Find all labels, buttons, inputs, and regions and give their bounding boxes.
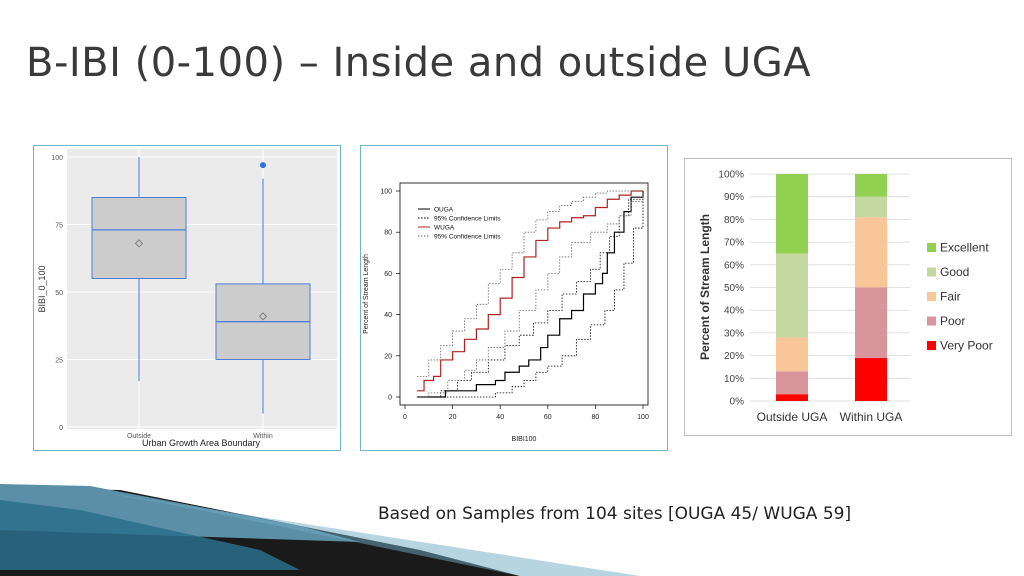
boxplot-panel: 0 25 50 75 100 Outside Within BIBI_0_100 Urban… [33,145,341,451]
boxplot-y-tick-label: 50 [55,290,63,297]
cdf-series-line [416,191,644,398]
cdf-legend-label: WUGA [434,225,455,232]
bar-y-tick-label: 90% [724,192,744,203]
bar-y-tick-label: 50% [724,283,744,294]
stacked-bar-chart: 0% 10% 20% 30% 40% 50% 60% 70% 80% 90% 100% Outsid… [684,158,1012,436]
bar-y-tick-label: 0% [730,397,745,408]
bar-y-axis-label: Percent of Stream Length [698,214,712,360]
bar-y-tick-label: 80% [724,215,744,226]
cdf-legend-label: OUGA [434,207,454,214]
bar-legend-swatch [927,292,936,301]
cdf-y-axis-label: Percent of Stream Length [363,254,370,334]
bar-y-tick-label: 70% [724,238,744,249]
cdf-y-tick-label: 20 [384,353,392,360]
cdf-x-tick-label: 0 [403,414,407,421]
bar-legend-label: Excellent [940,241,989,255]
cdf-x-tick-label: 80 [592,414,600,421]
bar-legend-swatch [927,341,936,350]
boxplot-outlier-point [260,162,266,169]
cdf-x-tick-label: 60 [544,414,552,421]
cdf-confidence-line [416,191,644,398]
cdf-x-tick-label: 100 [637,414,649,421]
cdf-y-tick-label: 100 [380,189,392,196]
cdf-legend-label: 95% Confidence Limits [434,216,501,223]
bar-y-tick-label: 30% [724,328,744,339]
bar-y-tick-label: 20% [724,351,744,362]
decorative-swoosh [0,484,640,576]
bar-y-tick-label: 40% [724,306,744,317]
bar-legend-label: Good [940,265,969,279]
cdf-series-line [416,190,643,392]
bar-segment [855,287,887,358]
bar-y-tick-label: 100% [718,170,744,181]
cdf-legend-label: 95% Confidence Limits [434,234,501,241]
bar-segment [776,337,808,372]
slide-caption: Based on Samples from 104 sites [OUGA 45… [378,504,852,524]
cdf-x-tick-label: 20 [449,414,457,421]
bar-legend-label: Fair [940,290,961,304]
boxplot-chart: 0 25 50 75 100 Outside Within BIBI_0_100 Urban… [33,145,341,451]
bar-segment [776,371,808,395]
bar-y-tick-label: 60% [724,260,744,271]
bar-segment [855,196,887,218]
cdf-y-tick-label: 60 [384,271,392,278]
boxplot-y-tick-label: 25 [55,358,63,365]
boxplot-mean-marker [134,239,144,248]
boxplot-y-tick-label: 75 [55,223,63,230]
boxplot-y-tick-label: 100 [51,155,63,162]
bar-legend-swatch [927,243,936,252]
bar-segment [855,174,887,197]
boxplot-x-tick-label: Outside [127,433,151,440]
cdf-panel: 0 20 40 60 80 100 0 20 40 60 80 100 OUGA 95% Confide… [360,145,668,451]
bar-segment [855,357,887,401]
boxplot-y-axis-label: BIBI_0_100 [37,265,47,312]
bar-legend-swatch [927,316,936,326]
boxplot-x-axis-label: Urban Growth Area Boundary [142,438,261,448]
bar-legend-swatch [927,267,936,277]
boxplot-mean-marker [258,312,268,321]
bar-y-tick-label: 10% [724,374,744,385]
slide-title: B-IBI (0-100) – Inside and outside UGA [26,40,812,86]
bar-segment [776,253,808,338]
cdf-y-tick-label: 80 [384,230,392,237]
cdf-confidence-line [416,191,644,398]
stacked-bar-panel: 0% 10% 20% 30% 40% 50% 60% 70% 80% 90% 100% Outsid… [684,158,1012,436]
cdf-chart: 0 20 40 60 80 100 0 20 40 60 80 100 OUGA 95% Confide… [360,145,668,451]
boxplot-x-tick-label: Within [253,433,273,440]
cdf-y-tick-label: 0 [388,395,392,402]
bar-segment [776,394,808,401]
cdf-x-axis-label: BIBI100 [512,436,537,443]
bar-category-label: Outside UGA [757,410,828,424]
bar-category-label: Within UGA [840,410,903,424]
bar-legend-label: Poor [940,314,965,328]
bar-segment [855,217,887,288]
boxplot-box [91,197,187,279]
bar-legend-label: Very Poor [940,339,993,353]
bar-segment [776,174,808,254]
boxplot-y-tick-label: 0 [59,425,63,432]
cdf-confidence-line [416,191,644,398]
cdf-x-tick-label: 40 [496,414,504,421]
cdf-y-tick-label: 40 [384,312,392,319]
